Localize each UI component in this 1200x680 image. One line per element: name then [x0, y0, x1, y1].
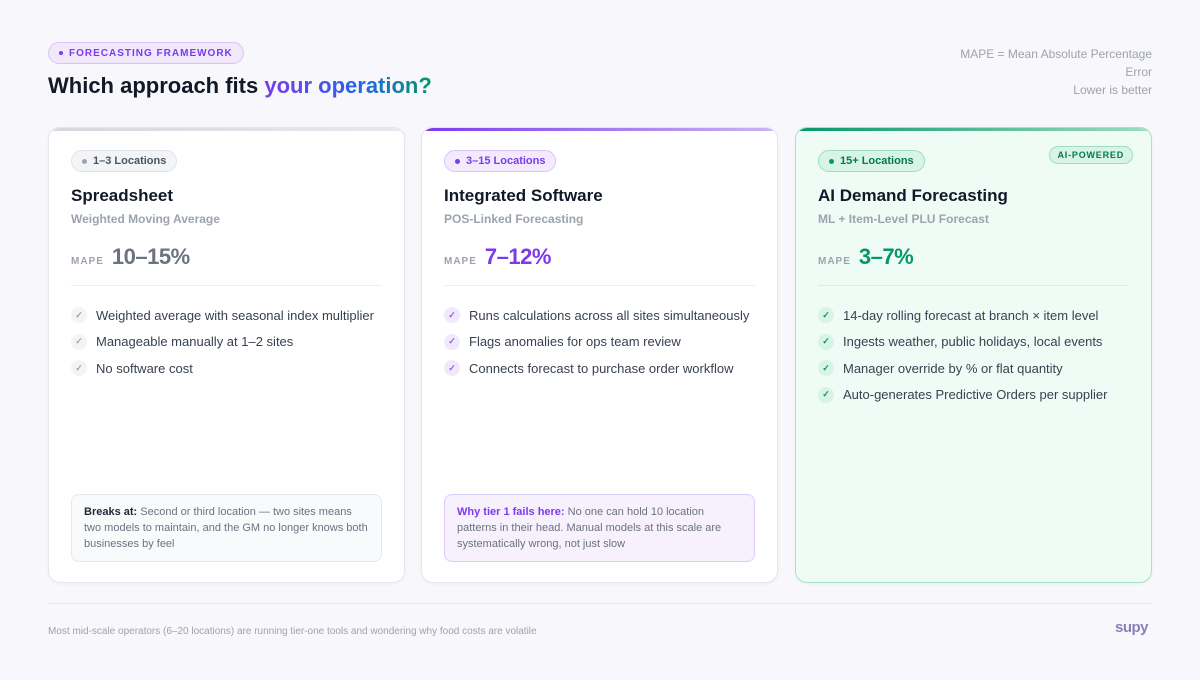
feature-text: Manager override by % or flat quantity [843, 360, 1063, 376]
check-icon: ✓ [71, 333, 87, 350]
breaks-at-note: Breaks at: Second or third location — tw… [71, 494, 382, 562]
note-body: No one can hold 10 location patterns in … [457, 506, 722, 550]
check-icon: ✓ [71, 307, 87, 324]
mape-row: MAPE 7–12% [444, 244, 755, 270]
card-subtitle: Weighted Moving Average [71, 212, 220, 226]
feature-text: Weighted average with seasonal index mul… [96, 307, 374, 323]
location-tag: 1–3 Locations [71, 150, 178, 172]
location-tag: 3–15 Locations [444, 150, 557, 172]
note-body: Second or third location — two sites mea… [84, 506, 368, 550]
mape-value: 7–12% [484, 244, 552, 269]
location-tag-label: 1–3 Locations [93, 155, 167, 167]
divider [818, 285, 1129, 286]
card-title: Integrated Software [444, 186, 603, 205]
feature-text: 14-day rolling forecast at branch × item… [843, 307, 1099, 323]
list-item: ✓ No software cost [71, 355, 382, 382]
page-title-main: Which approach fits [48, 73, 265, 98]
card-subtitle: POS-Linked Forecasting [444, 212, 584, 226]
eyebrow-label: FORECASTING FRAMEWORK [69, 47, 233, 59]
header: FORECASTING FRAMEWORK Which approach fit… [48, 42, 1152, 112]
check-icon: ✓ [71, 360, 87, 377]
list-item: ✓ Runs calculations across all sites simu… [444, 302, 755, 329]
card-subtitle: ML + Item-Level PLU Forecast [818, 212, 989, 226]
feature-list: ✓ 14-day rolling forecast at branch × ite… [818, 302, 1129, 408]
card-accent-bar [796, 128, 1151, 131]
list-item: ✓ Weighted average with seasonal index mu… [71, 302, 382, 329]
card-spreadsheet: 1–3 Locations Spreadsheet Weighted Movin… [48, 127, 405, 583]
card-accent-bar [422, 128, 777, 131]
feature-list: ✓ Runs calculations across all sites simu… [444, 302, 755, 382]
location-tag: 15+ Locations [818, 150, 925, 172]
feature-text: Auto-generates Predictive Orders per sup… [843, 387, 1108, 403]
feature-list: ✓ Weighted average with seasonal index mu… [71, 302, 382, 382]
check-icon: ✓ [444, 307, 460, 324]
card-ai-demand-forecasting: AI-POWERED 15+ Locations AI Demand Forec… [795, 127, 1152, 583]
mape-row: MAPE 10–15% [71, 244, 382, 270]
list-item: ✓ Ingests weather, public holidays, local… [818, 329, 1129, 356]
dot-icon [82, 158, 87, 164]
mape-row: MAPE 3–7% [818, 244, 1129, 270]
list-item: ✓ Connects forecast to purchase order wor… [444, 355, 755, 382]
card-accent-bar [49, 128, 404, 131]
check-icon: ✓ [818, 360, 834, 377]
eyebrow-badge: FORECASTING FRAMEWORK [48, 42, 244, 64]
mape-label: MAPE [818, 256, 851, 267]
dot-icon [829, 158, 834, 164]
ai-powered-badge: AI-POWERED [1048, 146, 1133, 164]
feature-text: Manageable manually at 1–2 sites [96, 334, 294, 350]
tier-cards: 1–3 Locations Spreadsheet Weighted Movin… [48, 127, 1152, 583]
mape-definition: MAPE = Mean Absolute Percentage Error [960, 47, 1152, 79]
mape-hint: Lower is better [1073, 83, 1152, 97]
check-icon: ✓ [818, 307, 834, 324]
mape-value: 3–7% [858, 244, 914, 269]
check-icon: ✓ [444, 360, 460, 377]
check-icon: ✓ [444, 333, 460, 350]
check-icon: ✓ [818, 386, 834, 403]
mape-legend-note: MAPE = Mean Absolute Percentage Error Lo… [942, 45, 1152, 99]
location-tag-label: 3–15 Locations [466, 155, 546, 167]
divider [444, 285, 755, 286]
feature-text: Runs calculations across all sites simul… [469, 307, 750, 323]
page-title-accent: your operation? [264, 73, 432, 98]
card-title: Spreadsheet [71, 186, 174, 205]
feature-text: No software cost [96, 360, 193, 376]
mape-label: MAPE [444, 256, 477, 267]
feature-text: Connects forecast to purchase order work… [469, 360, 734, 376]
footer-divider [48, 603, 1152, 604]
divider [71, 285, 382, 286]
card-integrated-software: 3–15 Locations Integrated Software POS-L… [421, 127, 778, 583]
list-item: ✓ 14-day rolling forecast at branch × ite… [818, 302, 1129, 329]
mape-label: MAPE [71, 256, 104, 267]
list-item: ✓ Auto-generates Predictive Orders per su… [818, 382, 1129, 409]
mape-value: 10–15% [111, 244, 190, 269]
note-lead: Why tier 1 fails here: [457, 506, 565, 518]
list-item: ✓ Flags anomalies for ops team review [444, 329, 755, 356]
feature-text: Ingests weather, public holidays, local … [843, 334, 1103, 350]
tier-fail-note: Why tier 1 fails here: No one can hold 1… [444, 494, 755, 562]
list-item: ✓ Manager override by % or flat quantity [818, 355, 1129, 382]
footer-note: Most mid-scale operators (6–20 locations… [48, 626, 537, 637]
card-title: AI Demand Forecasting [818, 186, 1008, 205]
dot-icon [455, 158, 460, 164]
note-lead: Breaks at: [84, 506, 138, 518]
list-item: ✓ Manageable manually at 1–2 sites [71, 329, 382, 356]
location-tag-label: 15+ Locations [840, 155, 914, 167]
dot-icon [59, 51, 63, 55]
supy-logo: supy [1114, 619, 1149, 636]
check-icon: ✓ [818, 333, 834, 350]
page-title: Which approach fits your operation? [48, 73, 432, 99]
feature-text: Flags anomalies for ops team review [469, 334, 681, 350]
